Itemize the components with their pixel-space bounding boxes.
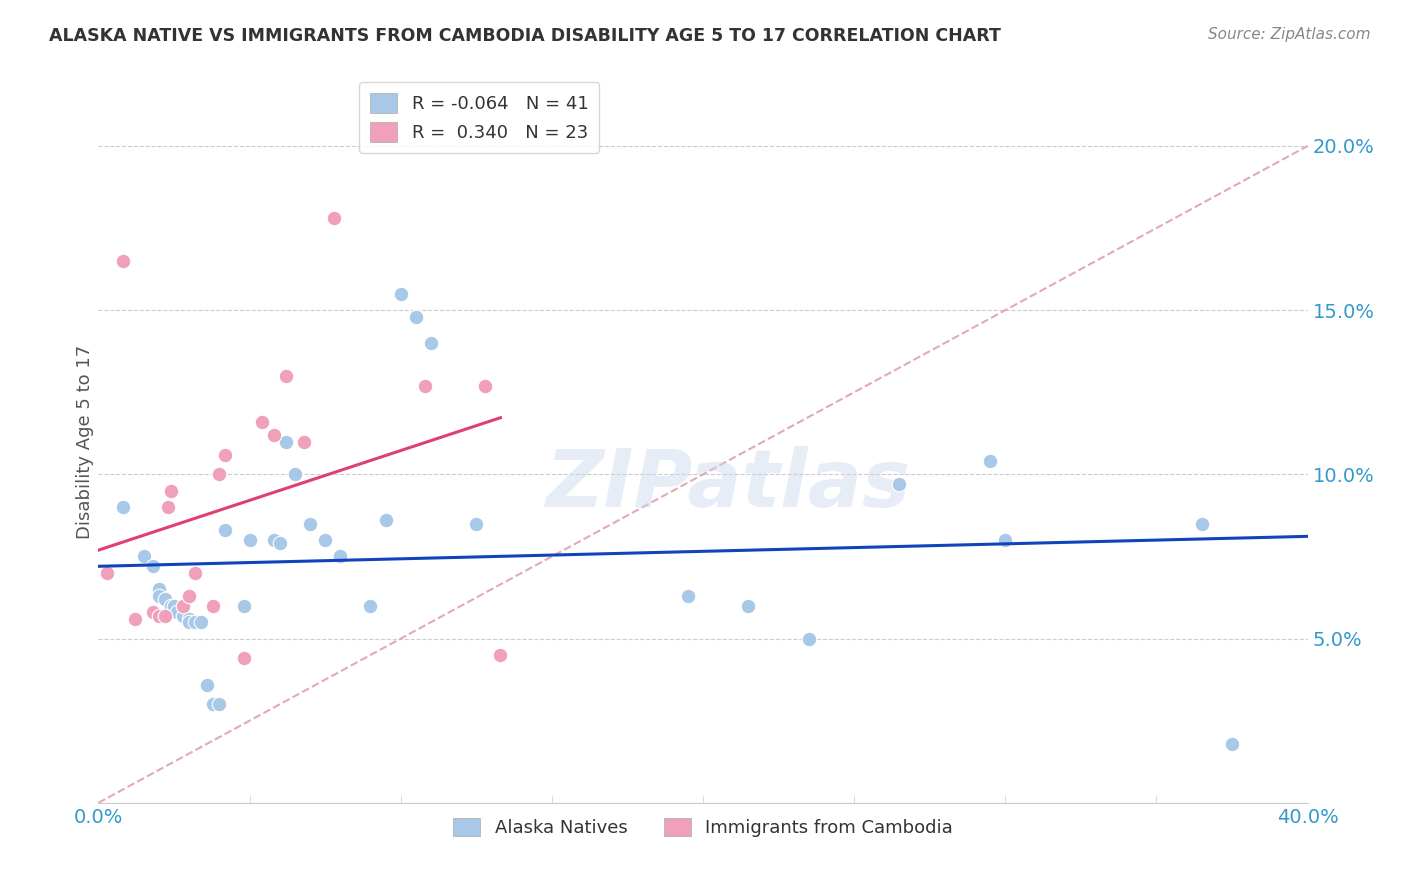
Point bbox=[179, 615, 201, 630]
Point bbox=[889, 477, 911, 491]
Point bbox=[299, 516, 322, 531]
Point bbox=[323, 211, 346, 226]
Point bbox=[269, 536, 291, 550]
Legend: Alaska Natives, Immigrants from Cambodia: Alaska Natives, Immigrants from Cambodia bbox=[446, 811, 960, 845]
Point bbox=[420, 336, 443, 351]
Point bbox=[179, 589, 201, 603]
Point bbox=[160, 483, 183, 498]
Point bbox=[489, 648, 512, 662]
Point bbox=[274, 434, 297, 449]
Point bbox=[195, 677, 218, 691]
Point bbox=[142, 605, 165, 619]
Point bbox=[166, 605, 188, 619]
Y-axis label: Disability Age 5 to 17: Disability Age 5 to 17 bbox=[76, 344, 94, 539]
Point bbox=[214, 523, 236, 537]
Point bbox=[797, 632, 820, 646]
Text: ALASKA NATIVE VS IMMIGRANTS FROM CAMBODIA DISABILITY AGE 5 TO 17 CORRELATION CHA: ALASKA NATIVE VS IMMIGRANTS FROM CAMBODI… bbox=[49, 27, 1001, 45]
Point bbox=[389, 286, 412, 301]
Point bbox=[360, 599, 382, 613]
Point bbox=[979, 454, 1001, 468]
Point bbox=[172, 599, 194, 613]
Point bbox=[142, 559, 165, 574]
Point bbox=[737, 599, 759, 613]
Point bbox=[250, 415, 273, 429]
Point bbox=[274, 368, 297, 383]
Point bbox=[1191, 516, 1213, 531]
Point bbox=[148, 589, 170, 603]
Point bbox=[474, 378, 496, 392]
Point bbox=[676, 589, 699, 603]
Point bbox=[208, 698, 231, 712]
Point bbox=[314, 533, 336, 547]
Point bbox=[132, 549, 155, 564]
Point bbox=[263, 428, 285, 442]
Point bbox=[111, 253, 134, 268]
Point bbox=[190, 615, 212, 630]
Point bbox=[160, 599, 183, 613]
Point bbox=[184, 566, 207, 580]
Point bbox=[184, 615, 207, 630]
Point bbox=[1220, 737, 1243, 751]
Point bbox=[263, 533, 285, 547]
Point bbox=[239, 533, 262, 547]
Point bbox=[465, 516, 488, 531]
Point bbox=[405, 310, 427, 324]
Point bbox=[413, 378, 436, 392]
Point bbox=[156, 500, 179, 515]
Point bbox=[153, 608, 176, 623]
Point bbox=[163, 599, 186, 613]
Point bbox=[172, 608, 194, 623]
Point bbox=[208, 467, 231, 482]
Point bbox=[179, 612, 201, 626]
Point bbox=[994, 533, 1017, 547]
Point bbox=[111, 500, 134, 515]
Text: Source: ZipAtlas.com: Source: ZipAtlas.com bbox=[1208, 27, 1371, 42]
Point bbox=[232, 651, 254, 665]
Point bbox=[148, 582, 170, 597]
Point bbox=[214, 448, 236, 462]
Point bbox=[96, 566, 118, 580]
Point bbox=[284, 467, 307, 482]
Point bbox=[153, 592, 176, 607]
Point bbox=[374, 513, 396, 527]
Point bbox=[202, 698, 225, 712]
Point bbox=[329, 549, 352, 564]
Point bbox=[292, 434, 315, 449]
Point bbox=[232, 599, 254, 613]
Point bbox=[124, 612, 146, 626]
Point bbox=[202, 599, 225, 613]
Text: ZIPatlas: ZIPatlas bbox=[544, 446, 910, 524]
Point bbox=[148, 608, 170, 623]
